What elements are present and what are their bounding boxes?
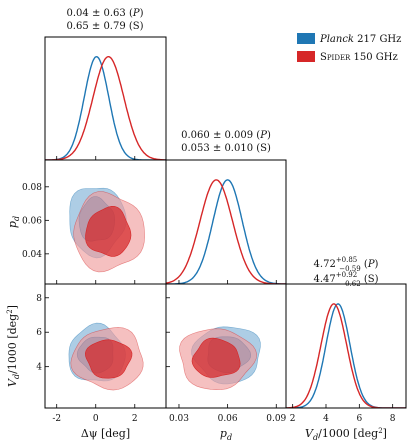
marginal-dpsi	[45, 55, 166, 160]
x-tick-label-vd: 6	[356, 414, 362, 424]
marginal-curve-pd-s1	[166, 179, 286, 284]
y-tick-label-vd: 6	[36, 328, 42, 338]
legend: Planck 217 GHz Spider 150 GHz	[297, 33, 401, 63]
x-tick-label-pd: 0.09	[266, 414, 286, 424]
title-pd-1: 0.053 ± 0.010 (S)	[181, 143, 271, 154]
y-tick-label-pd: 0.08	[22, 183, 42, 193]
x-axis-label-vd: Vd/1000 [deg2]	[305, 427, 387, 442]
legend-label-1: Spider 150 GHz	[320, 52, 398, 63]
marginal-curve-vd-s0	[286, 303, 406, 408]
labels-layer: -2 0 2 0.03 0.06 0.09 2 4 6 8 0.04 0.06 0.08 4 6 8 Δψ [d…	[6, 8, 396, 442]
contour-dpsi-vd-series-1	[70, 327, 144, 391]
y-tick-label-vd: 4	[36, 363, 42, 373]
contour-68-dpsi-vd-s1	[84, 339, 133, 379]
marginal-pd	[166, 179, 286, 284]
x-axis-label-dpsi: Δψ [deg]	[81, 427, 130, 440]
x-tick-label-pd: 0.03	[169, 414, 189, 424]
y-tick-label-pd: 0.06	[22, 216, 42, 226]
marginal-curve-vd-s1	[286, 303, 406, 408]
y-axis-label-pd: pd	[6, 216, 21, 228]
contour-pd-vd-series-1	[179, 328, 258, 391]
legend-swatch-1	[297, 51, 315, 62]
legend-label-0: Planck 217 GHz	[319, 34, 401, 45]
panel-frame-0-0	[44, 36, 167, 161]
marginal-curve-dpsi-s1	[45, 56, 166, 160]
title-vd-0: 4.72+0.85 −0.59 (P)	[314, 256, 379, 273]
x-tick-label-vd: 2	[290, 414, 296, 424]
title-vd-1: 4.47+0.92 −0.62 (S)	[313, 271, 378, 288]
y-axis-label-vd: Vd/1000 [deg2]	[6, 305, 21, 387]
x-tick-label-dpsi: 2	[132, 414, 138, 424]
contour-68-dpsi-pd-s1	[85, 205, 132, 257]
contour-68-pd-vd-s1	[191, 337, 241, 378]
x-tick-label-vd: 4	[323, 414, 329, 424]
marginal-vd	[286, 303, 406, 408]
marginal-curve-dpsi-s0	[45, 55, 166, 160]
panel-frame-2-2	[285, 283, 407, 409]
x-tick-label-dpsi: -2	[52, 414, 61, 424]
title-pd-0: 0.060 ± 0.009 (P)	[181, 130, 271, 141]
panels-layer	[44, 36, 407, 409]
x-axis-label-pd: pd	[220, 427, 232, 442]
x-tick-label-vd: 8	[390, 414, 396, 424]
x-tick-label-pd: 0.06	[218, 414, 238, 424]
legend-swatch-0	[297, 33, 315, 44]
title-dpsi-1: 0.65 ± 0.79 (S)	[66, 21, 143, 32]
contour-dpsi-pd-series-1	[73, 191, 145, 273]
y-tick-label-vd: 8	[36, 294, 42, 304]
marginal-curve-pd-s0	[166, 179, 286, 284]
x-tick-label-dpsi: 0	[93, 414, 99, 424]
panel-frame-1-1	[165, 159, 287, 285]
y-tick-label-pd: 0.04	[22, 250, 42, 260]
title-dpsi-0: 0.04 ± 0.63 (P)	[67, 8, 144, 19]
